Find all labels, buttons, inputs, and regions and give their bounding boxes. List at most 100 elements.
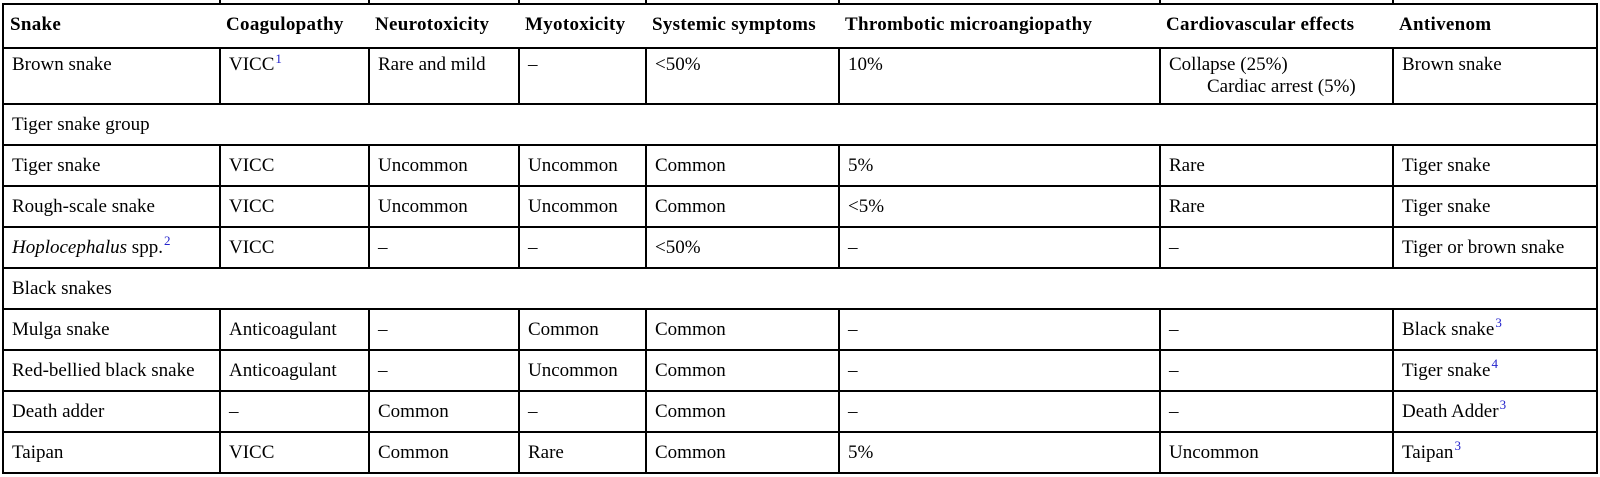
table-cell: Tiger or brown snake [1392,226,1598,269]
column-header-snake: Snake [3,4,220,49]
table-cell: VICC [219,431,370,474]
row-tiger-snake: Tiger snake VICC Uncommon Uncommon Commo… [2,144,1598,187]
table-cell: Black snake3 [1392,308,1598,351]
table-cell: Red-bellied black snake [2,349,221,392]
table-cell: VICC [219,185,370,228]
table-cell: Death adder [2,390,221,433]
table-cell: – [368,308,520,351]
column-divider-remnant [645,0,647,5]
reference-superscript[interactable]: 1 [275,50,282,66]
table-cell: – [219,390,370,433]
table-cell: Common [368,390,520,433]
row-taipan: Taipan VICC Common Rare Common 5% Uncomm… [2,431,1598,474]
cardio-effect-line: Collapse (25%) [1169,54,1288,75]
table-cell: Common [645,144,840,187]
column-header-myotoxicity: Myotoxicity [519,4,646,49]
table-cell: – [518,47,647,105]
table-cell: – [1159,308,1394,351]
table-cell: Tiger snake [1392,144,1598,187]
column-header-coagulopathy: Coagulopathy [220,4,369,49]
reference-superscript[interactable]: 3 [1495,315,1502,331]
table-cell: – [368,226,520,269]
table-cell: Rare [1159,185,1394,228]
table-cell: Anticoagulant [219,349,370,392]
row-rough-scale-snake: Rough-scale snake VICC Uncommon Uncommon… [2,185,1598,228]
table-cell: Hoplocephalus spp.2 [2,226,221,269]
table-cell: Rough-scale snake [2,185,221,228]
column-header-neurotoxicity: Neurotoxicity [369,4,519,49]
section-row-black-snakes: Black snakes [3,267,1597,310]
table-cell: 5% [838,144,1161,187]
row-hoplocephalus: Hoplocephalus spp.2 VICC – – <50% – – Ti… [2,226,1598,269]
table-cell: – [838,308,1161,351]
table-cell: – [1159,226,1394,269]
table-cell: Tiger snake [2,144,221,187]
table-cell: Uncommon [1159,431,1394,474]
table-cell: 10% [838,47,1161,105]
column-divider-remnant [518,0,520,5]
section-label: Black snakes [3,267,1597,310]
column-divider-remnant [219,0,221,5]
table-cell: – [838,226,1161,269]
section-row-tiger-snake-group: Tiger snake group [3,103,1597,146]
table-cell: Taipan [2,431,221,474]
table-cell: – [1159,390,1394,433]
table-cell: Rare [518,431,647,474]
table-cell: Death Adder3 [1392,390,1598,433]
table-cell: – [518,390,647,433]
table-cell: Uncommon [368,185,520,228]
column-divider-remnant [368,0,370,5]
table-cell: Anticoagulant [219,308,370,351]
table-cell: Common [645,349,840,392]
table-cell: Rare and mild [368,47,520,105]
table-cell: Uncommon [518,349,647,392]
table-cell: – [518,226,647,269]
table-cell: Common [518,308,647,351]
section-label: Tiger snake group [3,103,1597,146]
table-cell: – [1159,349,1394,392]
table-cell: Brown snake [2,47,221,105]
row-brown-snake: Brown snake VICC1 Rare and mild – <50% 1… [2,47,1598,105]
table-cell: VICC1 [219,47,370,105]
column-divider-remnant [838,0,840,5]
envenomation-table: Snake Coagulopathy Neurotoxicity Myotoxi… [2,3,1598,474]
table-cell: – [838,390,1161,433]
genus-name: Hoplocephalus [12,236,128,258]
table-cell: Common [368,431,520,474]
table-header-row: Snake Coagulopathy Neurotoxicity Myotoxi… [3,4,1597,49]
cardio-effect-line: Cardiac arrest (5%) [1207,76,1356,97]
column-divider-remnant [1159,0,1161,5]
row-red-bellied-black-snake: Red-bellied black snake Anticoagulant – … [2,349,1598,392]
table-cell: <50% [645,47,840,105]
table-cell: VICC [219,144,370,187]
table-cell: Common [645,308,840,351]
table-cell: Uncommon [518,185,647,228]
table-cell: Uncommon [518,144,647,187]
reference-superscript[interactable]: 3 [1499,397,1507,413]
column-header-systemic-symptoms: Systemic symptoms [646,4,839,49]
reference-superscript[interactable]: 3 [1454,438,1461,454]
table-cell: Uncommon [368,144,520,187]
table-cell: Common [645,390,840,433]
table-cell: <50% [645,226,840,269]
column-header-cardiovascular-effects: Cardiovascular effects [1160,4,1393,49]
table-cell: – [368,349,520,392]
table-cell: Collapse (25%) Cardiac arrest (5%) [1159,47,1394,105]
reference-superscript[interactable]: 4 [1491,356,1499,372]
column-header-antivenom: Antivenom [1393,4,1597,49]
table-cell: – [838,349,1161,392]
table-cell: Mulga snake [2,308,221,351]
table-cell: Tiger snake [1392,185,1598,228]
table-cell: Common [645,431,840,474]
column-header-thrombotic-microangiopathy: Thrombotic microangiopathy [839,4,1160,49]
reference-superscript[interactable]: 2 [163,233,171,249]
table-cell: Rare [1159,144,1394,187]
row-mulga-snake: Mulga snake Anticoagulant – Common Commo… [2,308,1598,351]
column-divider-remnant [1392,0,1394,5]
table-cell: Tiger snake4 [1392,349,1598,392]
table-cell: Common [645,185,840,228]
table-cell: 5% [838,431,1161,474]
row-death-adder: Death adder – Common – Common – – Death … [2,390,1598,433]
table-cell: VICC [219,226,370,269]
